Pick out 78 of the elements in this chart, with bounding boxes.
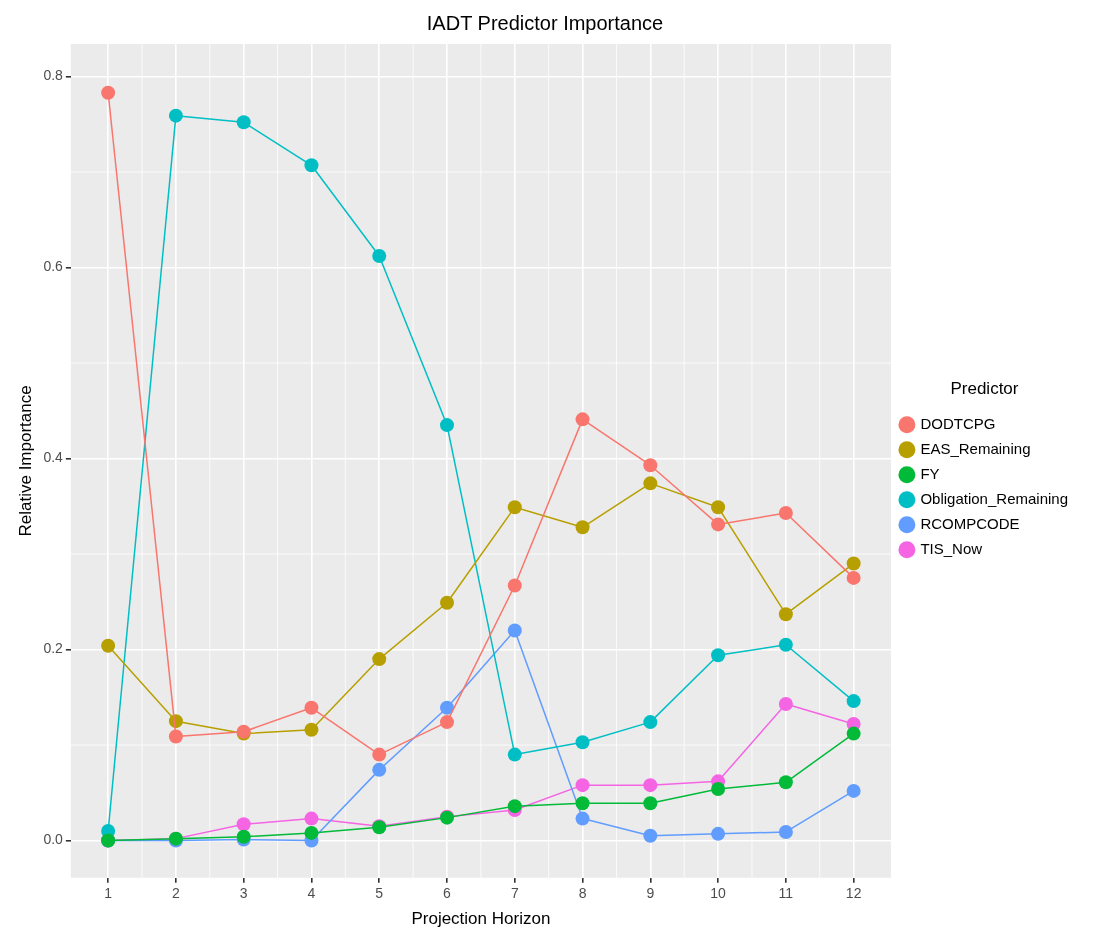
legend-title: Predictor [950,378,1019,398]
point [778,824,793,839]
point [372,652,387,667]
point [101,85,116,100]
point [643,796,658,811]
point [236,817,251,832]
chart-title: IADT Predictor Importance [426,11,664,34]
y-tick-label: 0.4 [43,449,64,466]
point [372,762,387,777]
point [643,458,658,473]
point [778,696,793,711]
point [372,249,387,264]
x-tick-label: 8 [578,885,587,902]
point [304,825,319,840]
point [440,595,454,610]
legend-label: TIS_Now [920,539,983,557]
y-axis-title: Relative Importance [15,385,35,537]
point [304,811,319,826]
x-tick-label: 5 [375,885,384,902]
point [846,556,861,571]
point [372,747,387,762]
point [846,570,861,585]
point [575,796,590,811]
point [304,158,319,173]
y-tick-label: 0.6 [43,258,64,275]
x-tick-label: 12 [845,885,862,902]
point [168,108,183,123]
point [440,700,454,715]
point [507,578,522,593]
point [711,648,726,663]
point [846,694,861,709]
point [711,517,726,532]
point [440,418,454,433]
point [304,700,319,715]
x-tick-label: 10 [710,885,727,902]
x-tick-label: 9 [646,885,655,902]
x-tick-label: 6 [443,885,452,902]
y-tick-label: 0.2 [43,640,64,657]
legend-label: Obligation_Remaining [920,489,1068,507]
y-tick-label: 0.8 [43,67,64,84]
x-tick-label: 4 [307,885,316,902]
point [507,747,522,762]
point [304,722,319,737]
point [575,412,590,427]
point [236,115,251,130]
point [846,783,861,798]
point [778,775,793,790]
x-tick-label: 11 [778,885,794,902]
point [711,500,726,515]
point [846,726,861,741]
point [711,781,726,796]
point [575,811,590,826]
point [575,778,590,793]
x-tick-label: 3 [239,885,248,902]
point [643,828,658,843]
x-tick-label: 7 [510,885,519,902]
point [643,476,658,491]
x-tick-label: 2 [172,885,181,902]
point [711,826,726,841]
x-tick-label: 1 [104,885,113,902]
point [507,500,522,515]
y-tick-label: 0.0 [43,831,64,848]
point [575,735,590,750]
point [101,638,116,653]
legend-label: EAS_Remaining [920,439,1031,457]
point [778,637,793,652]
point [575,520,590,535]
legend-label: RCOMPCODE [920,514,1020,532]
point [168,729,183,744]
point [440,715,454,730]
point [778,607,793,622]
point [643,778,658,793]
legend-label: FY [920,464,940,482]
point [643,715,658,730]
point [507,623,522,638]
point [778,505,793,520]
legend-label: DODTCPG [920,414,996,432]
x-axis-title: Projection Horizon [411,909,551,929]
